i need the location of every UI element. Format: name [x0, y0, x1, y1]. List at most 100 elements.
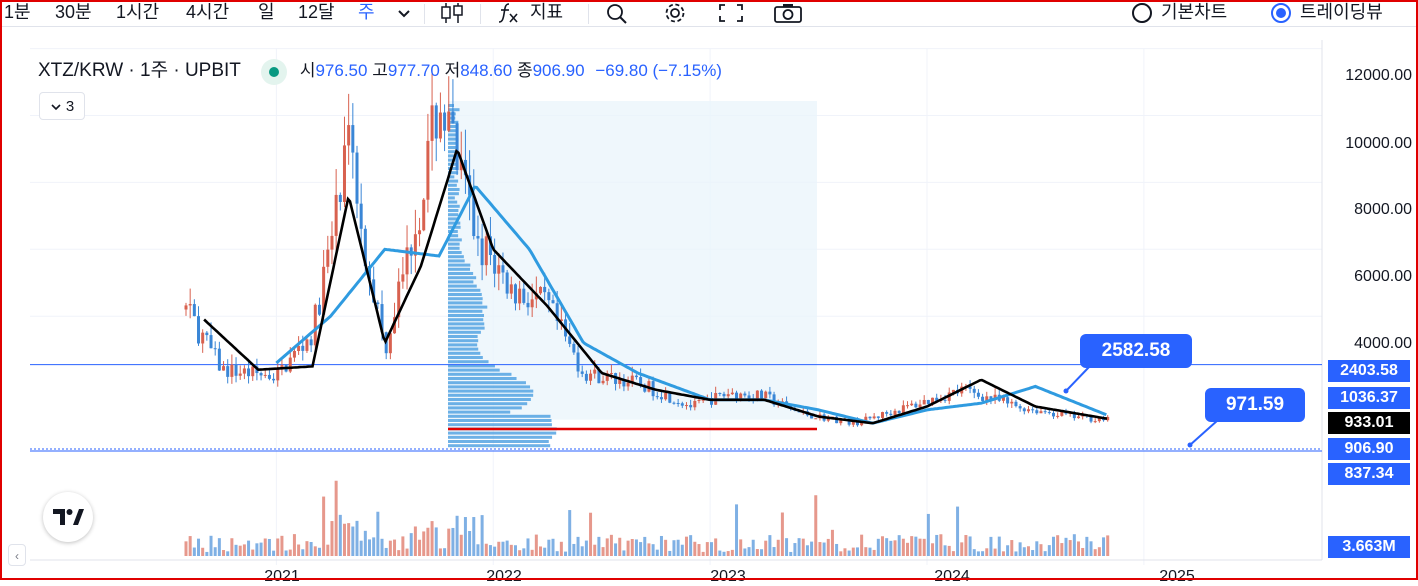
indicators-label[interactable]: 지표 [530, 2, 564, 22]
volume-profile-bar [448, 393, 534, 397]
volume-bar [580, 546, 584, 556]
volume-bar [972, 549, 976, 556]
interval-week[interactable]: 주 [358, 2, 375, 22]
volume-bar [213, 547, 217, 556]
candle [935, 397, 939, 401]
view-basic-label[interactable]: 기본차트 [1161, 2, 1228, 22]
view-basic-radio[interactable] [1132, 3, 1152, 23]
volume-bar [1081, 547, 1085, 556]
interval-30m[interactable]: 30분 [55, 2, 92, 22]
candle [1010, 401, 1014, 404]
chevron-down-icon[interactable] [393, 2, 415, 24]
candle [484, 236, 488, 266]
volume-profile-bar [448, 125, 458, 128]
market-status-icon [261, 58, 288, 85]
view-tradingview-radio[interactable] [1271, 3, 1291, 23]
volume-bar [393, 539, 397, 556]
volume-profile-bar [448, 314, 485, 317]
candle [826, 417, 830, 421]
volume-bar [768, 535, 772, 556]
candle [968, 386, 972, 389]
camera-icon[interactable] [772, 2, 804, 24]
candle [330, 235, 334, 250]
volume-bar [1097, 547, 1101, 556]
volume-bar [839, 551, 843, 556]
volume-bar [993, 548, 997, 556]
volume-bar [651, 544, 655, 556]
candle [463, 159, 467, 176]
volume-bar [526, 538, 530, 556]
candle [480, 238, 484, 266]
tradingview-logo[interactable] [43, 492, 93, 542]
volume-bar [885, 538, 889, 556]
indicator-collapse-button[interactable]: 3 [39, 92, 85, 120]
volume-profile-bar [448, 238, 462, 242]
volume-bar [926, 513, 930, 556]
candle [810, 415, 814, 419]
candle [184, 305, 188, 310]
gear-icon[interactable] [660, 2, 690, 24]
price-tick: 6000.00 [1354, 268, 1412, 285]
candle [760, 390, 764, 399]
volume-profile-bar [448, 410, 511, 414]
scroll-left-button[interactable]: ‹ [8, 544, 26, 566]
interval-day[interactable]: 일 [258, 2, 275, 22]
zoom-icon[interactable] [604, 2, 630, 24]
volume-profile-bar [448, 183, 457, 187]
candle [238, 373, 242, 376]
volume-bars [184, 480, 1110, 556]
low-value: 848.60 [460, 61, 513, 80]
interval-1h[interactable]: 1시간 [116, 2, 160, 22]
candle [743, 393, 747, 396]
volume-bar [1018, 542, 1022, 556]
volume-bar [626, 540, 630, 556]
candle [626, 382, 630, 387]
candle [926, 399, 930, 404]
volume-bar [539, 546, 543, 556]
volume-profile-bar [448, 339, 479, 343]
volume-bar [689, 535, 693, 556]
volume-bar [359, 540, 363, 556]
volume-bar [251, 549, 255, 556]
volume-bar [1102, 537, 1106, 556]
volume-bar [785, 538, 789, 556]
price-tag-level-lower: 837.34 [1328, 463, 1410, 485]
candle [555, 303, 559, 322]
interval-12month[interactable]: 12달 [298, 2, 335, 22]
interval-1m[interactable]: 1분 [4, 2, 31, 22]
candle [430, 105, 434, 141]
volume-bar [568, 510, 572, 556]
volume-bar [438, 548, 442, 556]
candle [309, 339, 313, 346]
interval-4h[interactable]: 4시간 [186, 2, 230, 22]
symbol-title[interactable]: XTZ/KRW · 1주 · UPBIT [38, 60, 241, 81]
volume-bar [184, 541, 188, 556]
candlestick-icon[interactable] [438, 2, 466, 24]
volume-profile-bar [448, 221, 461, 225]
volume-bar [297, 544, 301, 556]
volume-profile-bar [448, 444, 551, 448]
volume-bar [680, 544, 684, 556]
candle [263, 374, 267, 376]
callout-pointer-lower [1189, 419, 1219, 446]
candle [1018, 406, 1022, 409]
price-callout-lower[interactable]: 971.59 [1205, 388, 1305, 422]
volume-bar [947, 545, 951, 556]
candle [509, 284, 513, 294]
candle [789, 404, 793, 409]
fullscreen-icon[interactable] [717, 2, 745, 24]
function-icon[interactable] [496, 2, 520, 24]
volume-bar [826, 538, 830, 556]
volume-profile-bar [448, 360, 489, 364]
volume-bar [276, 538, 280, 556]
candle [864, 416, 868, 423]
volume-bar [255, 543, 259, 556]
view-tradingview-label[interactable]: 트레이딩뷰 [1300, 2, 1383, 22]
candle [989, 396, 993, 400]
candle [893, 410, 897, 416]
price-callout-upper[interactable]: 2582.58 [1080, 334, 1192, 368]
candle [213, 348, 217, 350]
volume-bar [497, 541, 501, 556]
volume-bar [305, 541, 309, 556]
